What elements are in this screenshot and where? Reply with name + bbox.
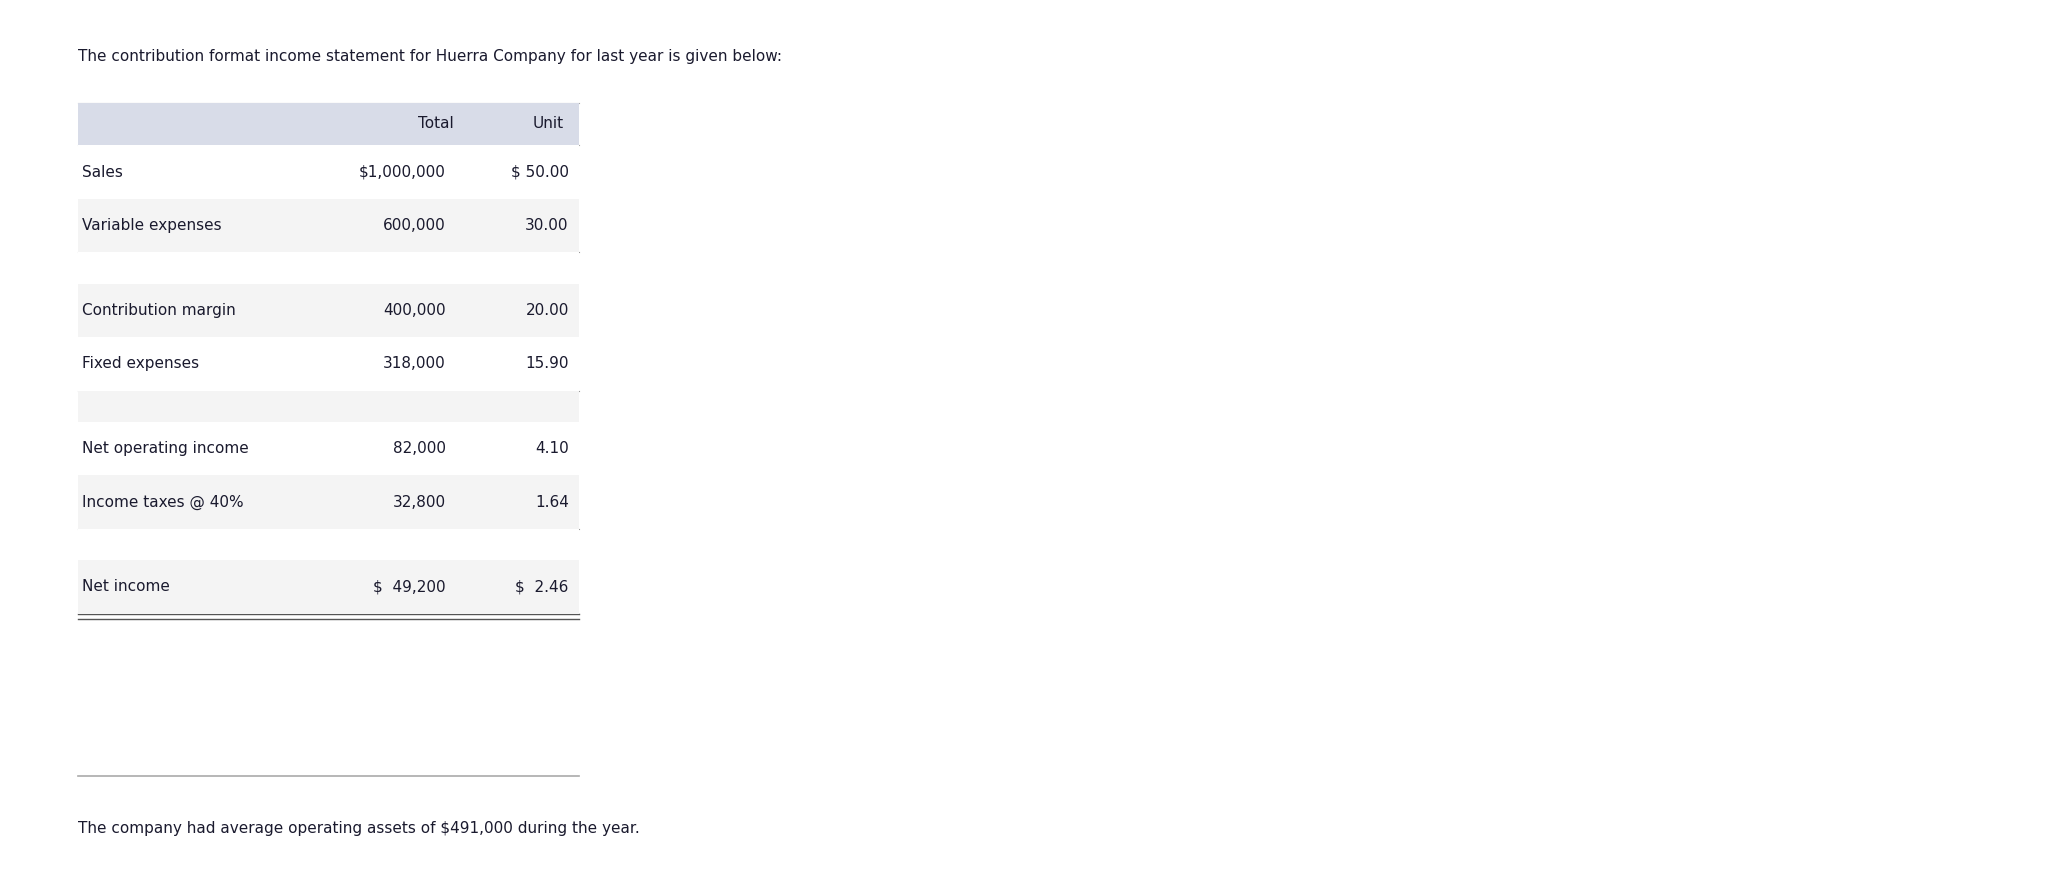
Text: Sales: Sales bbox=[82, 165, 123, 179]
Text: The company had average operating assets of $491,000 during the year.: The company had average operating assets… bbox=[78, 821, 640, 836]
Text: 15.90: 15.90 bbox=[526, 357, 569, 371]
Text: 318,000: 318,000 bbox=[383, 357, 446, 371]
Text: 30.00: 30.00 bbox=[526, 219, 569, 233]
Text: 82,000: 82,000 bbox=[393, 442, 446, 456]
Text: Net income: Net income bbox=[82, 580, 170, 594]
Text: Net operating income: Net operating income bbox=[82, 442, 250, 456]
Text: Variable expenses: Variable expenses bbox=[82, 219, 221, 233]
Text: The contribution format income statement for Huerra Company for last year is giv: The contribution format income statement… bbox=[78, 49, 782, 64]
Text: $1,000,000: $1,000,000 bbox=[360, 165, 446, 179]
Text: Fixed expenses: Fixed expenses bbox=[82, 357, 198, 371]
Text: $  2.46: $ 2.46 bbox=[516, 580, 569, 594]
Text: 32,800: 32,800 bbox=[393, 495, 446, 509]
Text: $ 50.00: $ 50.00 bbox=[512, 165, 569, 179]
Text: 400,000: 400,000 bbox=[383, 303, 446, 318]
Text: 4.10: 4.10 bbox=[536, 442, 569, 456]
Text: Contribution margin: Contribution margin bbox=[82, 303, 235, 318]
Text: Total: Total bbox=[417, 117, 454, 131]
Text: 1.64: 1.64 bbox=[534, 495, 569, 509]
Text: $  49,200: $ 49,200 bbox=[374, 580, 446, 594]
Text: Income taxes @ 40%: Income taxes @ 40% bbox=[82, 494, 243, 510]
Text: Unit: Unit bbox=[532, 117, 565, 131]
Text: 600,000: 600,000 bbox=[383, 219, 446, 233]
Text: 20.00: 20.00 bbox=[526, 303, 569, 318]
